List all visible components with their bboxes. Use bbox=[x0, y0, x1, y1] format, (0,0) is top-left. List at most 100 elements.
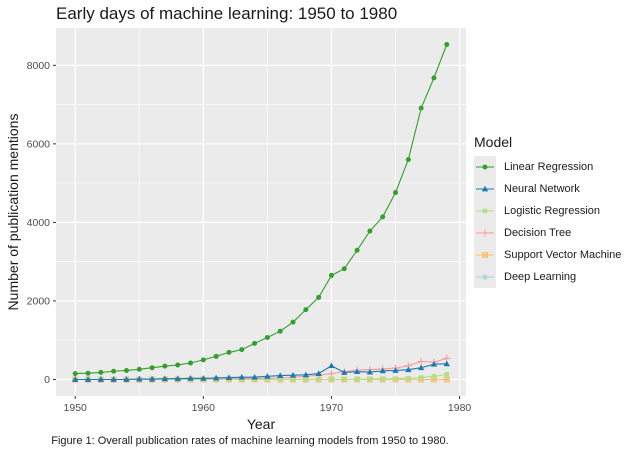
data-point bbox=[315, 370, 322, 377]
data-point bbox=[303, 377, 309, 382]
legend-marker bbox=[482, 164, 488, 170]
data-point bbox=[226, 349, 232, 355]
legend-key-decision-tree bbox=[474, 222, 496, 244]
data-point bbox=[264, 334, 270, 340]
legend-label: Decision Tree bbox=[504, 227, 572, 239]
data-point bbox=[200, 357, 206, 363]
data-point bbox=[85, 370, 91, 376]
data-point bbox=[277, 328, 283, 334]
data-point bbox=[174, 375, 181, 382]
data-point bbox=[380, 214, 386, 220]
data-point bbox=[367, 376, 373, 382]
data-point bbox=[188, 360, 194, 366]
data-point bbox=[265, 377, 270, 382]
data-point bbox=[148, 375, 156, 382]
data-point bbox=[187, 375, 194, 381]
data-point bbox=[341, 377, 347, 382]
data-point bbox=[110, 376, 117, 382]
data-point bbox=[316, 294, 322, 300]
legend-key-logistic-regression bbox=[474, 200, 496, 222]
data-point bbox=[443, 360, 450, 367]
legend-item-linear-regression: Linear Regression bbox=[474, 156, 621, 178]
plot-panel bbox=[56, 28, 466, 396]
legend-item-deep-learning: Deep Learning bbox=[474, 266, 621, 288]
legend: Model Linear Regression Neural Network Log… bbox=[474, 134, 621, 288]
data-point bbox=[72, 371, 78, 377]
data-point bbox=[418, 375, 424, 380]
data-point bbox=[328, 362, 335, 369]
legend-item-logistic-regression: Logistic Regression bbox=[474, 200, 621, 222]
data-point bbox=[367, 228, 373, 234]
legend-label: Support Vector Machine bbox=[504, 249, 622, 261]
legend-key-neural-network bbox=[474, 178, 496, 200]
y-tick-label: 0 bbox=[44, 374, 50, 386]
data-point bbox=[289, 371, 297, 378]
data-point bbox=[341, 266, 347, 272]
data-point bbox=[162, 363, 168, 369]
data-point bbox=[405, 366, 412, 373]
series-linear-regression bbox=[72, 41, 450, 377]
series-neural-network bbox=[72, 360, 450, 382]
data-point bbox=[444, 41, 450, 47]
data-point bbox=[98, 369, 104, 375]
legend-label: Logistic Regression bbox=[504, 205, 600, 217]
x-tick-label: 1970 bbox=[320, 402, 344, 414]
y-tick-label: 4000 bbox=[27, 217, 51, 229]
data-point bbox=[238, 373, 245, 380]
series-line-neural-network bbox=[75, 363, 447, 381]
data-point bbox=[341, 369, 348, 375]
legend-key-support-vector-machine bbox=[474, 244, 496, 266]
data-point bbox=[328, 272, 334, 278]
data-point bbox=[417, 357, 425, 365]
data-point bbox=[149, 365, 155, 371]
legend-marker bbox=[482, 208, 488, 214]
legend-marker bbox=[481, 229, 489, 237]
data-point bbox=[277, 377, 283, 382]
data-point bbox=[97, 376, 105, 382]
y-tick-label: 8000 bbox=[27, 60, 51, 72]
data-point bbox=[327, 370, 335, 378]
data-point bbox=[393, 376, 398, 382]
data-point bbox=[123, 376, 130, 382]
data-point bbox=[213, 353, 219, 359]
data-point bbox=[405, 157, 411, 163]
data-point bbox=[239, 347, 245, 353]
data-point bbox=[277, 372, 284, 378]
data-point bbox=[161, 375, 169, 382]
data-point bbox=[302, 371, 310, 378]
legend-marker bbox=[482, 274, 488, 280]
data-point bbox=[329, 377, 334, 382]
data-point bbox=[431, 374, 437, 379]
data-point bbox=[175, 362, 181, 368]
data-point bbox=[417, 364, 425, 371]
x-axis-title: Year bbox=[247, 416, 276, 432]
data-point bbox=[380, 376, 386, 382]
y-tick-label: 2000 bbox=[27, 295, 51, 307]
legend-marker bbox=[482, 252, 488, 258]
data-point bbox=[111, 368, 117, 374]
y-tick-label: 6000 bbox=[27, 138, 51, 150]
y-axis-title: Number of publication mentions bbox=[5, 114, 21, 311]
legend-item-decision-tree: Decision Tree bbox=[474, 222, 621, 244]
legend-marker bbox=[481, 185, 489, 192]
data-point bbox=[84, 376, 92, 382]
legend-key-linear-regression bbox=[474, 156, 496, 178]
data-point bbox=[290, 319, 296, 325]
data-point bbox=[431, 75, 437, 81]
data-point bbox=[392, 367, 399, 373]
data-point bbox=[443, 376, 450, 383]
legend-item-support-vector-machine: Support Vector Machine bbox=[474, 244, 621, 266]
x-tick-label: 1960 bbox=[192, 402, 216, 414]
data-point bbox=[123, 367, 129, 373]
legend-label: Linear Regression bbox=[504, 161, 594, 173]
data-point bbox=[303, 307, 309, 313]
data-point bbox=[430, 360, 438, 367]
x-tick-label: 1950 bbox=[64, 402, 88, 414]
data-point bbox=[354, 377, 360, 382]
data-point bbox=[136, 366, 142, 372]
data-point bbox=[136, 375, 143, 382]
data-point bbox=[406, 376, 411, 381]
legend-item-neural-network: Neural Network bbox=[474, 178, 621, 200]
data-point bbox=[72, 376, 79, 382]
